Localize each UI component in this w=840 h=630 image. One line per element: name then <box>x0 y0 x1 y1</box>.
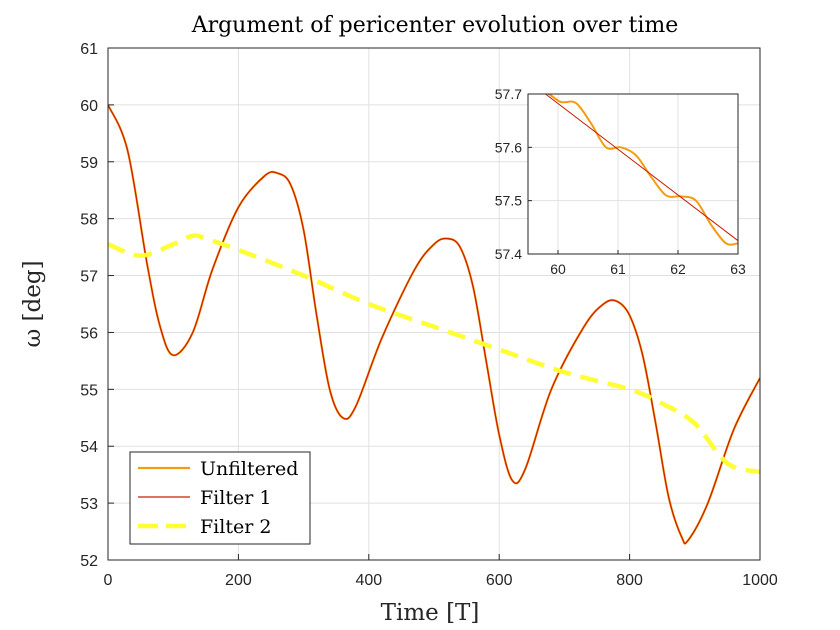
legend-label-filter-1: Filter 1 <box>200 487 271 509</box>
inset-y-tick-label: 57.4 <box>495 246 522 262</box>
y-tick-label: 61 <box>80 41 98 58</box>
y-tick-label: 56 <box>80 325 98 342</box>
inset-x-tick-labels: 60 61 62 63 <box>550 250 746 277</box>
inset-y-tick-label: 57.7 <box>495 86 522 102</box>
series-line-filter-2 <box>108 233 760 475</box>
y-tick-labels: 52 53 54 55 56 57 58 59 60 61 <box>80 41 114 570</box>
x-tick-label: 600 <box>486 572 513 589</box>
legend-entry-filter-1: Filter 1 <box>138 487 271 509</box>
chart-title: Argument of pericenter evolution over ti… <box>191 13 679 38</box>
legend-label-unfiltered: Unfiltered <box>200 458 298 480</box>
legend-entry-filter-2: Filter 2 <box>138 516 271 538</box>
inset-zoom-plot: 60 61 62 63 57.4 57.5 57.6 57.7 <box>495 86 746 277</box>
y-tick-label: 55 <box>80 382 98 399</box>
y-tick-label: 58 <box>80 212 98 229</box>
legend-entry-unfiltered: Unfiltered <box>138 458 298 480</box>
y-tick-label: 57 <box>80 269 98 286</box>
y-tick-label: 52 <box>80 553 98 570</box>
inset-x-tick-label: 61 <box>610 261 626 277</box>
inset-series-line-unfiltered <box>547 94 738 246</box>
legend: Unfiltered Filter 1 Filter 2 <box>129 451 311 545</box>
x-tick-label: 1000 <box>742 572 778 589</box>
x-tick-label: 400 <box>355 572 382 589</box>
y-tick-label: 59 <box>80 155 98 172</box>
x-tick-label: 200 <box>225 572 252 589</box>
inset-frame <box>527 93 739 255</box>
inset-plot-area <box>528 94 738 254</box>
inset-x-tick-label: 62 <box>670 261 686 277</box>
inset-series-line-filter-1 <box>544 94 738 242</box>
inset-series-lines <box>544 94 738 246</box>
x-axis-label: Time [T] <box>381 600 480 626</box>
x-tick-label: 0 <box>104 572 113 589</box>
x-tick-labels: 0 200 400 600 800 1000 <box>104 554 778 589</box>
inset-x-tick-label: 63 <box>730 261 746 277</box>
y-tick-label: 53 <box>80 496 98 513</box>
y-axis-label: ω [deg] <box>20 260 46 347</box>
inset-x-tick-label: 60 <box>550 261 566 277</box>
inset-y-tick-labels: 57.4 57.5 57.6 57.7 <box>495 86 532 262</box>
legend-label-filter-2: Filter 2 <box>200 516 271 538</box>
inset-y-tick-label: 57.6 <box>495 139 522 155</box>
y-tick-label: 54 <box>80 439 98 456</box>
inset-y-tick-label: 57.5 <box>495 193 522 209</box>
series-lines <box>108 104 760 545</box>
plot-frame <box>107 47 761 561</box>
x-tick-label: 800 <box>616 572 643 589</box>
y-tick-label: 60 <box>80 98 98 115</box>
